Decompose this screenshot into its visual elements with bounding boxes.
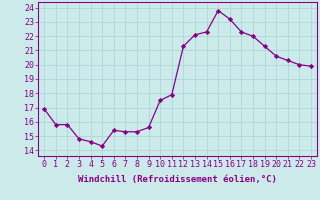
X-axis label: Windchill (Refroidissement éolien,°C): Windchill (Refroidissement éolien,°C) xyxy=(78,175,277,184)
